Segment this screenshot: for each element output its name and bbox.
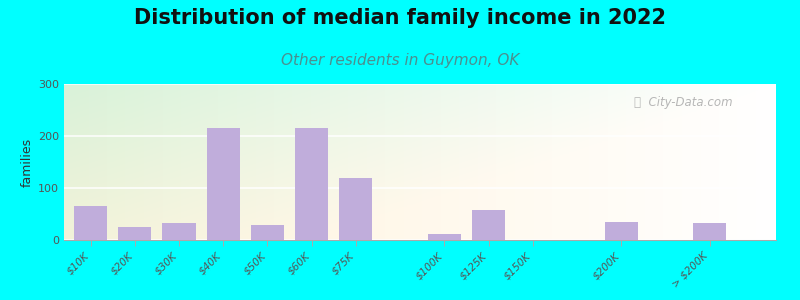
Text: ⓘ  City-Data.com: ⓘ City-Data.com bbox=[634, 96, 733, 109]
Bar bbox=[206, 128, 240, 240]
Bar bbox=[472, 210, 505, 240]
Bar bbox=[295, 128, 328, 240]
Bar bbox=[693, 224, 726, 240]
Text: Distribution of median family income in 2022: Distribution of median family income in … bbox=[134, 8, 666, 28]
Bar bbox=[74, 206, 107, 240]
Bar bbox=[251, 225, 284, 240]
Bar bbox=[428, 234, 461, 240]
Bar bbox=[605, 222, 638, 240]
Bar bbox=[162, 224, 195, 240]
Text: Other residents in Guymon, OK: Other residents in Guymon, OK bbox=[281, 52, 519, 68]
Bar bbox=[339, 178, 373, 240]
Y-axis label: families: families bbox=[21, 137, 34, 187]
Bar bbox=[118, 227, 151, 240]
